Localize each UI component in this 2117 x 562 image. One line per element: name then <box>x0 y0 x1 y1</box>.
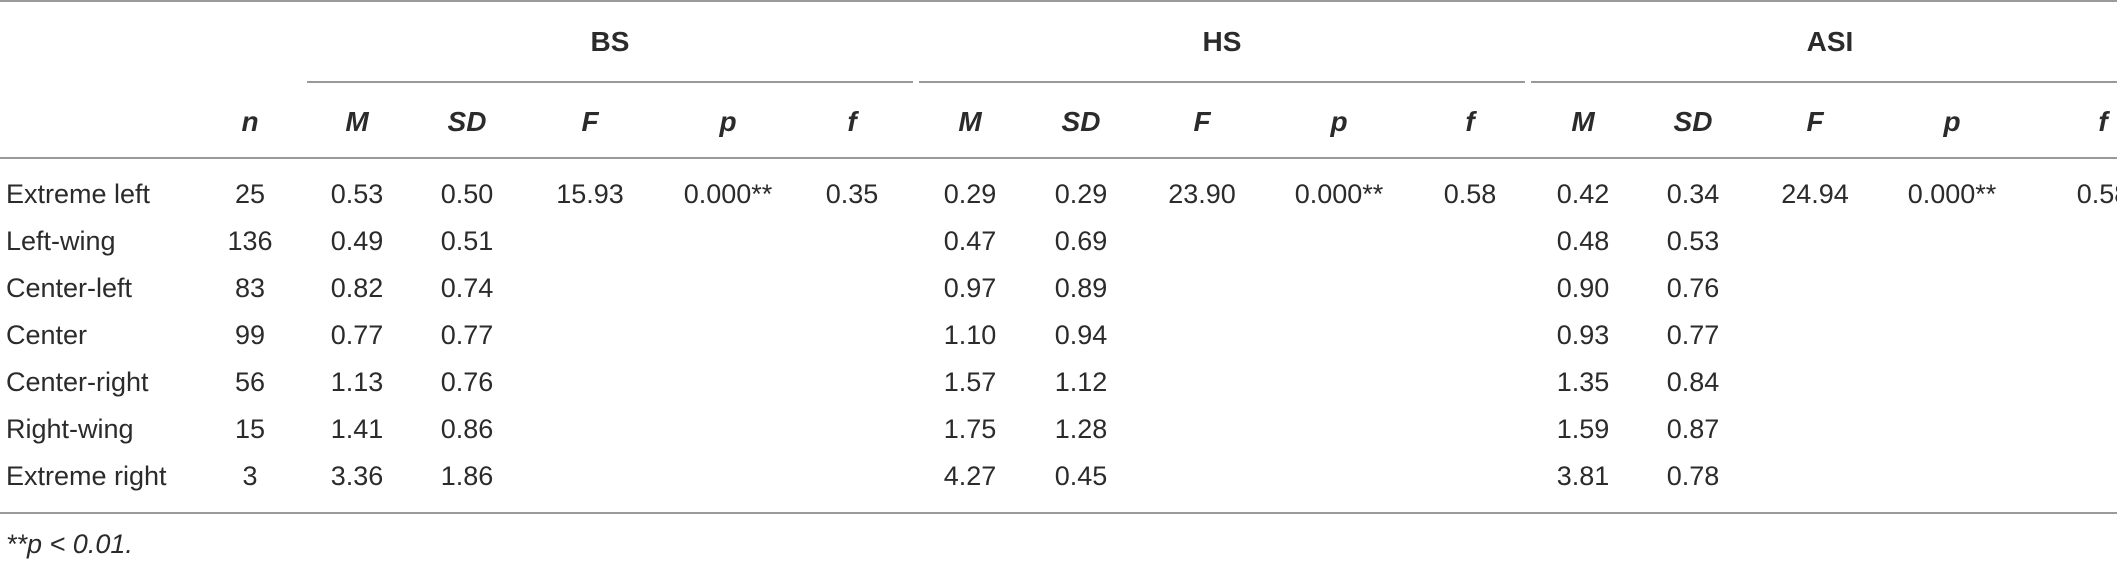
cell-asi-sd: 0.84 <box>1666 367 1720 397</box>
column-header-asi-sd: SD <box>1673 106 1713 137</box>
cell-hs-m: 1.75 <box>943 414 997 444</box>
cell-n: 56 <box>234 367 266 397</box>
column-header-n: n <box>241 106 259 137</box>
cell-asi-m: 0.42 <box>1556 179 1610 209</box>
cell-hs-m: 1.10 <box>943 320 997 350</box>
column-header-hs-f: f <box>1465 106 1475 137</box>
cell-asi-m: 1.59 <box>1556 414 1610 444</box>
cell-bs-sd: 0.50 <box>440 179 494 209</box>
cell-asi-p: 0.000** <box>1907 179 1997 209</box>
cell-n: 83 <box>234 273 266 303</box>
cell-asi-m: 0.93 <box>1556 320 1610 350</box>
cell-asi-sd: 0.77 <box>1666 320 1720 350</box>
group-header-hs: HS <box>1202 26 1242 57</box>
cell-hs-sd: 0.45 <box>1054 461 1108 491</box>
cell-bs-sd: 0.86 <box>440 414 494 444</box>
column-header-bs-m: M <box>345 106 369 137</box>
cell-asi-sd: 0.53 <box>1666 226 1720 256</box>
cell-hs-sd: 1.28 <box>1054 414 1108 444</box>
cell-n: 25 <box>234 179 266 209</box>
cell-n: 99 <box>234 320 266 350</box>
group-header-asi: ASI <box>1806 26 1854 57</box>
column-header-asi-p: p <box>1943 106 1961 137</box>
cell-bs-f: 0.35 <box>825 179 879 209</box>
cell-n: 3 <box>242 461 258 491</box>
cell-hs-p: 0.000** <box>1294 179 1384 209</box>
column-header-bs-f: F <box>581 106 599 137</box>
cell-hs-m: 1.57 <box>943 367 997 397</box>
column-header-asi-f: F <box>1806 106 1824 137</box>
cell-bs-sd: 0.51 <box>440 226 494 256</box>
row-label: Left-wing <box>6 226 116 256</box>
cell-asi-sd: 0.78 <box>1666 461 1720 491</box>
cell-bs-sd: 0.74 <box>440 273 494 303</box>
cell-bs-p: 0.000** <box>683 179 773 209</box>
cell-bs-sd: 0.77 <box>440 320 494 350</box>
table-footnote: **p < 0.01. <box>6 529 133 559</box>
cell-bs-f: 15.93 <box>556 179 624 209</box>
cell-bs-m: 1.41 <box>330 414 384 444</box>
cell-hs-m: 0.97 <box>943 273 997 303</box>
bs-group-rule <box>307 81 913 83</box>
column-header-hs-sd: SD <box>1061 106 1101 137</box>
cell-asi-m: 0.48 <box>1556 226 1610 256</box>
asi-group-rule <box>1531 81 2117 83</box>
cell-asi-sd: 0.34 <box>1666 179 1720 209</box>
row-label: Right-wing <box>6 414 134 444</box>
cell-bs-m: 0.49 <box>330 226 384 256</box>
row-label: Center-right <box>6 367 149 397</box>
column-header-bs-p: p <box>719 106 737 137</box>
cell-asi-m: 0.90 <box>1556 273 1610 303</box>
group-header-bs: BS <box>590 26 630 57</box>
column-header-hs-m: M <box>958 106 982 137</box>
cell-hs-f: 0.58 <box>1443 179 1497 209</box>
cell-hs-m: 0.47 <box>943 226 997 256</box>
cell-hs-sd: 0.89 <box>1054 273 1108 303</box>
cell-bs-m: 0.53 <box>330 179 384 209</box>
cell-bs-m: 0.82 <box>330 273 384 303</box>
column-header-bs-f: f <box>847 106 857 137</box>
hs-group-rule <box>919 81 1525 83</box>
cell-n: 15 <box>234 414 266 444</box>
top-rule <box>0 0 2117 2</box>
row-label: Center-left <box>6 273 133 303</box>
cell-asi-f: 24.94 <box>1781 179 1849 209</box>
row-label: Extreme right <box>6 461 167 491</box>
cell-bs-sd: 0.76 <box>440 367 494 397</box>
table-bottom-rule <box>0 512 2117 514</box>
column-header-asi-f: f <box>2098 106 2108 137</box>
header-bottom-rule <box>0 157 2117 159</box>
row-label: Center <box>6 320 88 350</box>
cell-asi-sd: 0.76 <box>1666 273 1720 303</box>
cell-bs-m: 0.77 <box>330 320 384 350</box>
column-header-hs-p: p <box>1330 106 1348 137</box>
cell-hs-f: 23.90 <box>1168 179 1236 209</box>
column-header-asi-m: M <box>1571 106 1595 137</box>
column-header-bs-sd: SD <box>447 106 487 137</box>
cell-bs-m: 3.36 <box>330 461 384 491</box>
cell-hs-sd: 0.29 <box>1054 179 1108 209</box>
cell-asi-m: 3.81 <box>1556 461 1610 491</box>
cell-hs-sd: 1.12 <box>1054 367 1108 397</box>
column-header-hs-f: F <box>1193 106 1211 137</box>
cell-bs-m: 1.13 <box>330 367 384 397</box>
cell-asi-f: 0.58 <box>2076 179 2117 209</box>
row-label: Extreme left <box>6 179 151 209</box>
cell-hs-sd: 0.69 <box>1054 226 1108 256</box>
cell-hs-m: 4.27 <box>943 461 997 491</box>
cell-asi-m: 1.35 <box>1556 367 1610 397</box>
cell-asi-sd: 0.87 <box>1666 414 1720 444</box>
cell-hs-sd: 0.94 <box>1054 320 1108 350</box>
cell-hs-m: 0.29 <box>943 179 997 209</box>
cell-bs-sd: 1.86 <box>440 461 494 491</box>
cell-n: 136 <box>227 226 273 256</box>
